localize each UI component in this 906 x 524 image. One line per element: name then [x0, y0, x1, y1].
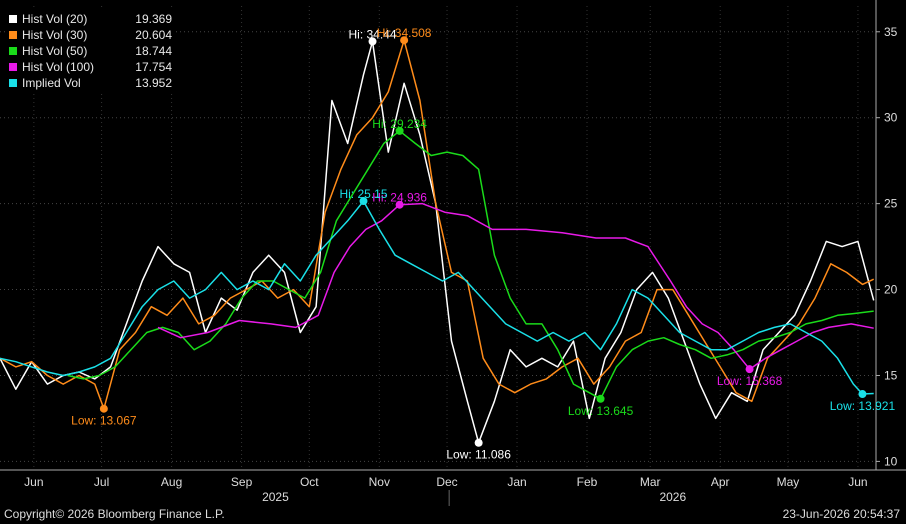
legend-series-name: Hist Vol (20): [22, 12, 88, 26]
x-year-label: 2025: [262, 490, 289, 504]
x-month-label: Feb: [577, 475, 598, 489]
legend-swatch: [8, 30, 18, 40]
series-line: [67, 130, 874, 400]
high-marker: [395, 200, 404, 209]
y-tick-label: 15: [884, 368, 898, 382]
x-month-label: Jun: [848, 475, 867, 489]
low-label: Low: 13.067: [71, 414, 137, 428]
low-label: Low: 13.645: [568, 404, 634, 418]
x-month-label: Mar: [640, 475, 661, 489]
legend-series-value: 20.604: [135, 28, 172, 42]
legend-item[interactable]: Hist Vol (50) 18.744: [8, 43, 172, 59]
legend-series-value: 18.744: [135, 44, 172, 58]
legend-swatch: [8, 62, 18, 72]
low-marker: [596, 394, 605, 403]
low-marker: [99, 404, 108, 413]
legend-series-value: 19.369: [135, 12, 172, 26]
x-month-label: Sep: [231, 475, 253, 489]
legend-series-value: 17.754: [135, 60, 172, 74]
series-line: [0, 200, 874, 395]
y-tick-label: 10: [884, 454, 898, 468]
legend: Hist Vol (20) 19.369 Hist Vol (30) 20.60…: [6, 10, 176, 94]
y-tick-label: 25: [884, 197, 898, 211]
high-marker: [359, 197, 368, 206]
x-month-label: Jun: [24, 475, 43, 489]
x-month-label: Aug: [161, 475, 182, 489]
legend-series-value: 13.952: [135, 76, 172, 90]
high-label: Hi: 34.508: [377, 26, 432, 40]
legend-item[interactable]: Hist Vol (100) 17.754: [8, 59, 172, 75]
high-label: Hi: 34.44: [349, 27, 397, 41]
legend-series-name: Hist Vol (50): [22, 44, 88, 58]
high-label: Hi: 25.15: [339, 187, 387, 201]
low-marker: [745, 365, 754, 374]
grid: [0, 6, 876, 470]
low-marker: [474, 438, 483, 447]
low-label: Low: 11.086: [446, 448, 511, 462]
series-line: [0, 39, 875, 410]
x-month-label: Nov: [369, 475, 390, 489]
footer: Copyright© 2026 Bloomberg Finance L.P. 2…: [0, 505, 906, 524]
legend-series-name: Hist Vol (100): [22, 60, 95, 74]
x-month-label: Jul: [94, 475, 109, 489]
series-line: [157, 202, 874, 370]
legend-item[interactable]: Hist Vol (20) 19.369: [8, 11, 172, 27]
y-tick-label: 30: [884, 111, 898, 125]
x-month-label: Apr: [711, 475, 730, 489]
x-month-label: Dec: [436, 475, 457, 489]
x-month-label: May: [777, 475, 800, 489]
hi-low-markers: Hi: 34.44 Low: 11.086 Hi: 34.508 Low: 13.06…: [71, 26, 895, 462]
x-month-label: Jan: [507, 475, 526, 489]
series-lines: [0, 39, 875, 444]
high-label: Hi: 24.936: [372, 191, 427, 205]
legend-series-name: Hist Vol (30): [22, 28, 88, 42]
low-label: Low: 15.368: [717, 374, 783, 388]
x-month-label: Oct: [300, 475, 319, 489]
legend-item[interactable]: Implied Vol 13.952: [8, 75, 172, 91]
x-year-label: 2026: [659, 490, 686, 504]
y-tick-label: 20: [884, 283, 898, 297]
y-tick-label: 35: [884, 25, 898, 39]
copyright-text: Copyright© 2026 Bloomberg Finance L.P.: [4, 507, 225, 521]
legend-swatch: [8, 46, 18, 56]
legend-swatch: [8, 78, 18, 88]
legend-swatch: [8, 14, 18, 24]
legend-series-name: Implied Vol: [22, 76, 81, 90]
legend-item[interactable]: Hist Vol (30) 20.604: [8, 27, 172, 43]
high-marker: [368, 37, 377, 46]
low-marker: [858, 390, 867, 399]
low-label: Low: 13.921: [830, 399, 896, 413]
timestamp-text: 23-Jun-2026 20:54:37: [782, 507, 900, 521]
high-label: Hi: 29.234: [372, 117, 427, 131]
high-marker: [395, 126, 404, 135]
high-marker: [400, 36, 409, 45]
